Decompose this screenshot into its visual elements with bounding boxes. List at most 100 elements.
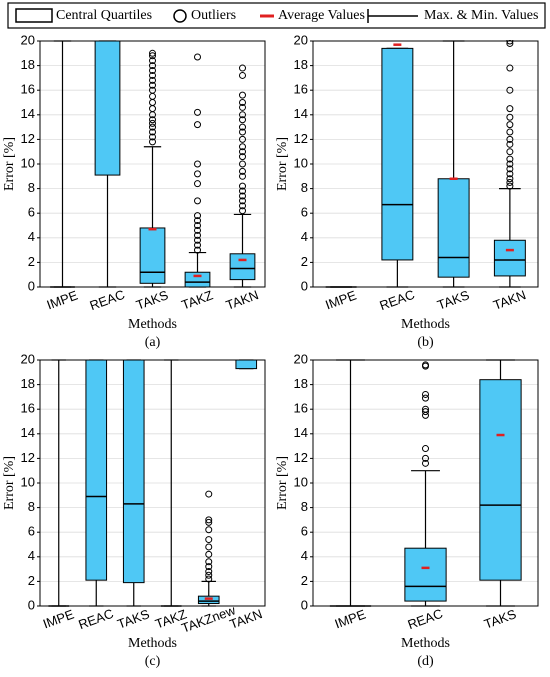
- y-tick-label: 16: [21, 82, 35, 97]
- outlier: [506, 140, 514, 148]
- y-axis-label: Error [%]: [2, 137, 17, 191]
- outlier: [506, 86, 514, 94]
- plot-frame: [312, 359, 539, 607]
- outlier: [422, 408, 429, 416]
- x-tick-label: TAKS: [435, 287, 471, 312]
- y-tick-label: 4: [28, 229, 35, 244]
- outlier: [239, 128, 246, 136]
- outlier: [239, 197, 246, 205]
- box: [229, 253, 256, 281]
- outlier: [205, 571, 213, 579]
- outlier: [422, 361, 429, 369]
- outlier: [239, 167, 246, 175]
- box: [381, 47, 414, 261]
- box: [493, 239, 526, 277]
- caption: (c): [145, 654, 161, 669]
- x-tick-label: REAC: [377, 287, 416, 313]
- outlier: [149, 123, 156, 131]
- outlier: [194, 226, 201, 234]
- y-tick-label: 8: [301, 499, 308, 514]
- outlier: [506, 64, 514, 72]
- outlier: [205, 518, 213, 526]
- outlier: [194, 222, 201, 229]
- x-tick-label: IMPE: [45, 287, 80, 312]
- legend-label: Central Quartiles: [56, 8, 152, 23]
- y-tick-label: 6: [301, 524, 308, 539]
- y-tick-label: 10: [21, 474, 35, 489]
- outlier: [239, 116, 246, 124]
- outlier: [194, 160, 201, 168]
- y-tick-label: 18: [21, 376, 35, 391]
- outlier: [194, 217, 201, 225]
- outlier: [239, 153, 246, 161]
- outlier: [239, 160, 246, 168]
- y-tick-label: 4: [301, 229, 308, 244]
- legend-label: Max. & Min. Values: [424, 8, 538, 23]
- outlier: [506, 135, 514, 143]
- outlier: [149, 52, 156, 60]
- y-tick-label: 20: [21, 32, 35, 47]
- outlier: [239, 172, 246, 180]
- caption: (d): [417, 654, 434, 669]
- legend-outlier-icon: [173, 9, 187, 23]
- y-tick-label: 0: [301, 597, 308, 612]
- panel: 0 2 4 6 8 10 12 14 16 18 20 IMPE REAC TAKS Error [%] Me…: [275, 351, 539, 669]
- outlier: [205, 575, 213, 583]
- box: [479, 379, 522, 581]
- outlier: [239, 202, 246, 210]
- outlier: [506, 40, 514, 47]
- outlier: [205, 490, 213, 498]
- panel: 0 2 4 6 8 10 12 14 16 18 20 IMPE REAC TAKS TAKN Error […: [275, 32, 539, 350]
- y-tick-label: 12: [21, 450, 35, 465]
- x-axis-label: Methods: [128, 636, 177, 651]
- outlier: [239, 99, 246, 106]
- outlier: [194, 236, 201, 244]
- y-tick-label: 6: [28, 205, 35, 220]
- outlier: [149, 86, 156, 94]
- outlier: [194, 231, 201, 239]
- box: [139, 227, 166, 284]
- y-tick-label: 10: [294, 474, 308, 489]
- legend-frame: [7, 2, 546, 29]
- y-tick-label: 14: [21, 106, 35, 121]
- y-tick-label: 18: [294, 376, 308, 391]
- x-tick-label: IMPE: [323, 287, 358, 312]
- outlier: [422, 394, 429, 402]
- y-tick-label: 8: [301, 180, 308, 195]
- outlier: [506, 165, 514, 173]
- outlier: [506, 155, 514, 163]
- box: [184, 271, 211, 288]
- y-tick-label: 0: [28, 278, 35, 293]
- outlier: [194, 170, 201, 178]
- outlier: [422, 390, 429, 398]
- y-tick-label: 14: [294, 425, 308, 440]
- outlier: [205, 536, 213, 544]
- y-tick-label: 16: [294, 401, 308, 416]
- plot-frame: [312, 40, 539, 288]
- outlier: [506, 160, 514, 168]
- legend-label: Outliers: [191, 8, 236, 23]
- outlier: [194, 180, 201, 188]
- x-tick-label: TAKS: [115, 606, 151, 631]
- x-tick-label: IMPE: [41, 606, 76, 631]
- x-tick-label: TAKS: [134, 287, 170, 312]
- outlier: [506, 170, 514, 178]
- plot-frame: [39, 40, 266, 288]
- y-tick-label: 14: [21, 425, 35, 440]
- outlier: [149, 138, 156, 146]
- outlier: [149, 128, 156, 136]
- outlier: [149, 76, 156, 84]
- y-tick-label: 2: [28, 254, 35, 269]
- y-tick-label: 6: [28, 524, 35, 539]
- y-tick-label: 2: [28, 573, 35, 588]
- y-tick-label: 6: [301, 205, 308, 220]
- y-axis-label: Error [%]: [275, 137, 290, 191]
- outlier: [194, 241, 201, 249]
- x-tick-label: IMPE: [333, 606, 368, 631]
- x-tick-label: TAKZ: [179, 287, 214, 312]
- box: [404, 547, 447, 602]
- x-tick-label: TAKN: [224, 287, 261, 313]
- outlier: [506, 148, 514, 156]
- y-tick-label: 0: [301, 278, 308, 293]
